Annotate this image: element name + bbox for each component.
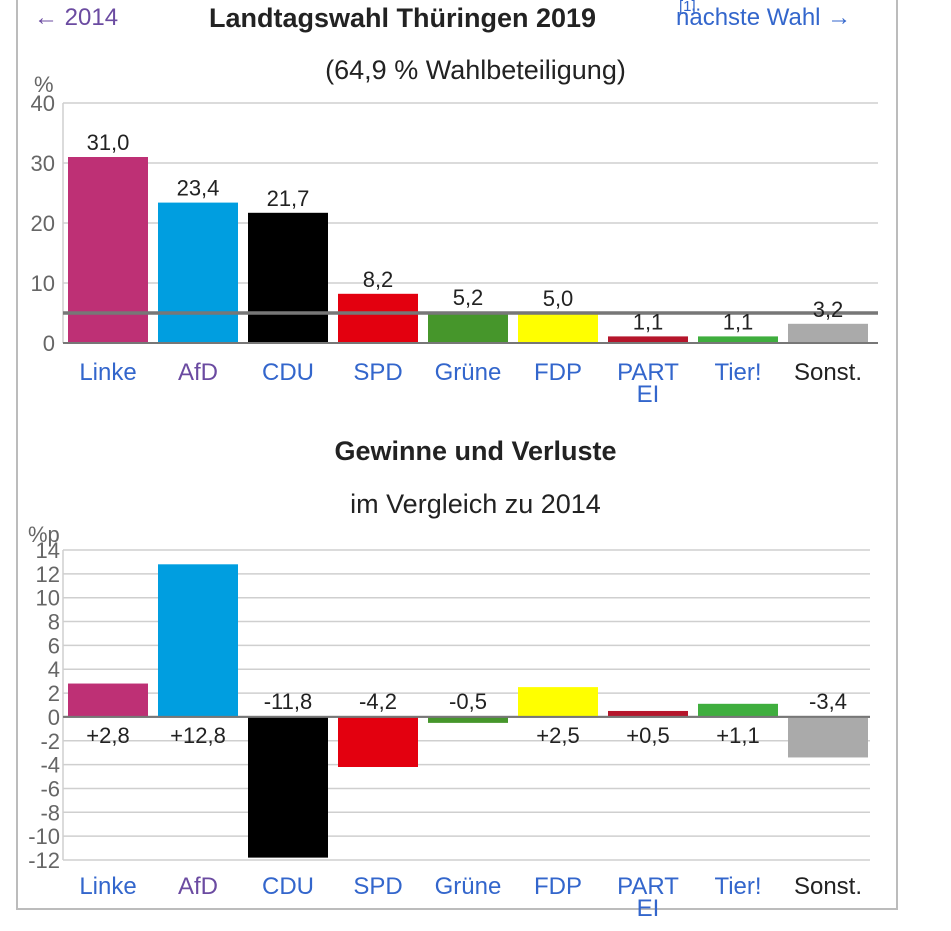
result-category-grne[interactable]: Grüne xyxy=(435,359,502,386)
change-tick-label: 6 xyxy=(48,633,60,658)
result-category-fdp[interactable]: FDP xyxy=(534,359,582,386)
change-value-label: +0,5 xyxy=(626,723,669,748)
change-bar-spd xyxy=(338,716,418,767)
result-category-partei[interactable]: PART xyxy=(617,359,679,386)
change-value-label: +2,8 xyxy=(86,723,129,748)
result-category-cdu[interactable]: CDU xyxy=(262,359,314,386)
change-tick-label: -10 xyxy=(28,824,60,849)
change-value-label: +1,1 xyxy=(716,723,759,748)
change-value-label: -3,4 xyxy=(809,689,847,714)
result-category-sonst: Sonst. xyxy=(794,359,862,386)
result-bar-grne xyxy=(428,311,508,343)
change-category-grne[interactable]: Grüne xyxy=(435,873,502,900)
change-category-fdp[interactable]: FDP xyxy=(534,873,582,900)
result-bar-partei xyxy=(608,336,688,343)
result-bar-sonst xyxy=(788,323,868,343)
result-unit-label: % xyxy=(34,72,54,97)
result-value-label: 8,2 xyxy=(363,267,394,292)
reference-link[interactable]: [1] xyxy=(679,0,696,15)
change-bar-grne xyxy=(428,716,508,723)
chart-frame xyxy=(16,0,898,910)
change-category-spd[interactable]: SPD xyxy=(353,873,402,900)
change-bar-cdu xyxy=(248,716,328,858)
change-tick-label: 12 xyxy=(36,562,60,587)
change-tick-label: -8 xyxy=(40,800,60,825)
result-value-label: 1,1 xyxy=(723,309,754,334)
change-chart-title: Gewinne und Verluste xyxy=(334,436,617,466)
change-tick-label: 0 xyxy=(48,705,60,730)
change-tick-label: 4 xyxy=(48,657,60,682)
change-category-partei[interactable]: PART xyxy=(617,873,679,900)
result-bar-linke xyxy=(68,157,148,343)
result-bar-spd xyxy=(338,293,418,343)
change-tick-label: -6 xyxy=(40,776,60,801)
result-category-spd[interactable]: SPD xyxy=(353,359,402,386)
change-tick-label: -4 xyxy=(40,753,60,778)
change-value-label: -4,2 xyxy=(359,689,397,714)
previous-election-link[interactable]: ← 2014 xyxy=(34,4,119,31)
change-bar-sonst xyxy=(788,716,868,758)
change-tick-label: 14 xyxy=(36,538,60,563)
result-value-label: 1,1 xyxy=(633,309,664,334)
change-value-label: +12,8 xyxy=(170,723,226,748)
change-unit-label: %p xyxy=(28,522,60,547)
result-tick-label: 0 xyxy=(43,331,55,356)
change-category-partei[interactable]: EI xyxy=(637,895,660,922)
result-bar-cdu xyxy=(248,212,328,343)
change-bar-fdp xyxy=(518,687,598,717)
change-category-sonst: Sonst. xyxy=(794,873,862,900)
change-category-afd[interactable]: AfD xyxy=(178,873,218,900)
result-value-label: 21,7 xyxy=(267,186,310,211)
change-tick-label: -2 xyxy=(40,729,60,754)
change-bar-partei xyxy=(608,710,688,717)
change-value-label: +2,5 xyxy=(536,723,579,748)
result-category-linke[interactable]: Linke xyxy=(79,359,136,386)
change-category-cdu[interactable]: CDU xyxy=(262,873,314,900)
result-category-partei[interactable]: EI xyxy=(637,381,660,408)
next-election-link[interactable]: nächste Wahl → xyxy=(676,4,852,31)
change-value-label: -0,5 xyxy=(449,689,487,714)
result-bar-tier xyxy=(698,336,778,343)
change-bar-tier xyxy=(698,703,778,717)
change-tick-label: -12 xyxy=(28,848,60,873)
result-bar-afd xyxy=(158,202,238,343)
chart-title: Landtagswahl Thüringen 2019 xyxy=(209,3,597,33)
change-bar-afd xyxy=(158,564,238,717)
change-category-linke[interactable]: Linke xyxy=(79,873,136,900)
result-tick-label: 30 xyxy=(31,151,55,176)
result-value-label: 5,0 xyxy=(543,286,574,311)
change-tick-label: 8 xyxy=(48,610,60,635)
turnout-subtitle: (64,9 % Wahlbeteiligung) xyxy=(325,55,626,85)
result-bar-fdp xyxy=(518,313,598,343)
result-tick-label: 20 xyxy=(31,211,55,236)
change-tick-label: 10 xyxy=(36,586,60,611)
result-value-label: 31,0 xyxy=(87,130,130,155)
change-value-label: -11,8 xyxy=(264,689,313,714)
result-category-afd[interactable]: AfD xyxy=(178,359,218,386)
result-category-tier[interactable]: Tier! xyxy=(714,359,761,386)
change-chart-subtitle: im Vergleich zu 2014 xyxy=(350,489,601,519)
change-category-tier[interactable]: Tier! xyxy=(714,873,761,900)
change-tick-label: 2 xyxy=(48,681,60,706)
change-bar-linke xyxy=(68,683,148,717)
result-tick-label: 40 xyxy=(31,91,55,116)
result-tick-label: 10 xyxy=(31,271,55,296)
result-value-label: 5,2 xyxy=(453,285,484,310)
result-value-label: 3,2 xyxy=(813,297,844,322)
result-value-label: 23,4 xyxy=(177,176,220,201)
